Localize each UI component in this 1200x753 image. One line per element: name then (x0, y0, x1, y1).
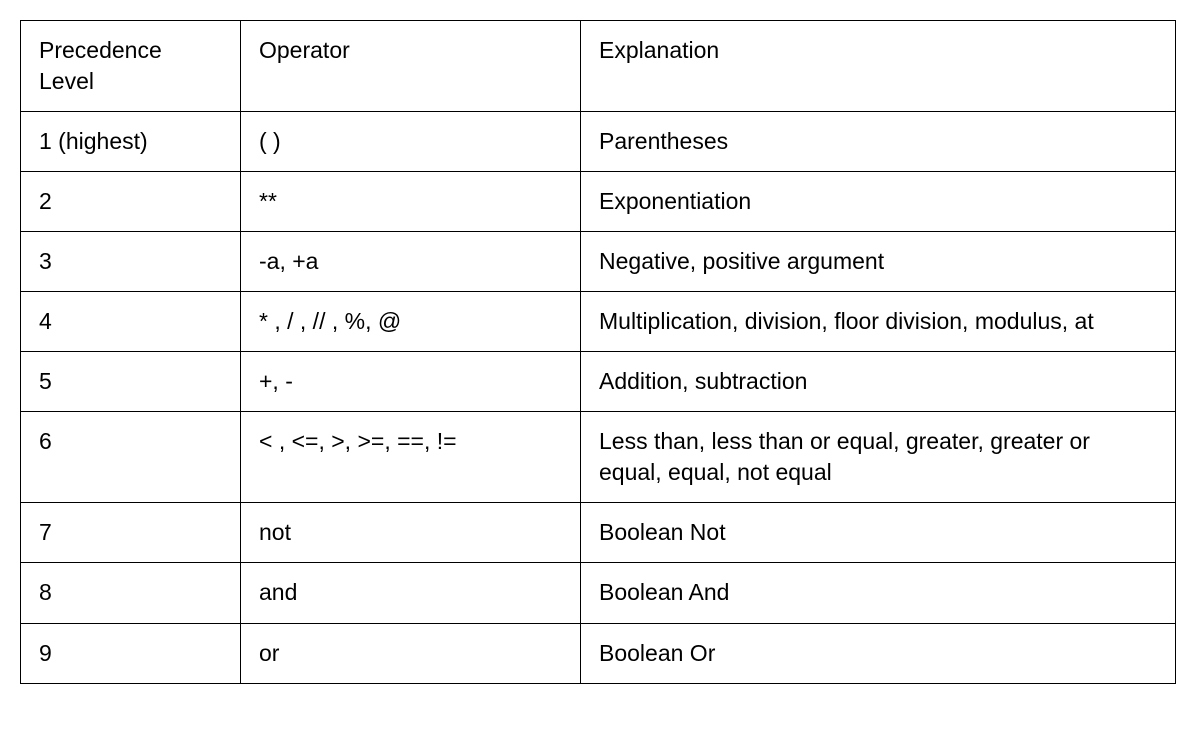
table-row: 6 < , <=, >, >=, ==, != Less than, less … (21, 412, 1176, 503)
cell-explanation: Boolean Or (581, 623, 1176, 683)
column-header-operator: Operator (241, 21, 581, 112)
table-row: 4 * , / , // , %, @ Multiplication, divi… (21, 292, 1176, 352)
cell-explanation: Boolean And (581, 563, 1176, 623)
cell-precedence: 2 (21, 172, 241, 232)
cell-precedence: 6 (21, 412, 241, 503)
cell-operator: ( ) (241, 112, 581, 172)
cell-operator: and (241, 563, 581, 623)
cell-operator: +, - (241, 352, 581, 412)
cell-explanation: Parentheses (581, 112, 1176, 172)
cell-precedence: 8 (21, 563, 241, 623)
cell-explanation: Multiplication, division, floor division… (581, 292, 1176, 352)
cell-explanation: Addition, subtraction (581, 352, 1176, 412)
cell-explanation: Negative, positive argument (581, 232, 1176, 292)
cell-operator: not (241, 503, 581, 563)
table-row: 3 -a, +a Negative, positive argument (21, 232, 1176, 292)
cell-precedence: 9 (21, 623, 241, 683)
table-row: 7 not Boolean Not (21, 503, 1176, 563)
column-header-precedence: Precedence Level (21, 21, 241, 112)
cell-precedence: 7 (21, 503, 241, 563)
column-header-explanation: Explanation (581, 21, 1176, 112)
cell-explanation: Less than, less than or equal, greater, … (581, 412, 1176, 503)
precedence-table: Precedence Level Operator Explanation 1 … (20, 20, 1176, 684)
cell-operator: ** (241, 172, 581, 232)
cell-precedence: 3 (21, 232, 241, 292)
cell-operator: or (241, 623, 581, 683)
table-row: 5 +, - Addition, subtraction (21, 352, 1176, 412)
table-header-row: Precedence Level Operator Explanation (21, 21, 1176, 112)
table-row: 2 ** Exponentiation (21, 172, 1176, 232)
cell-operator: -a, +a (241, 232, 581, 292)
cell-precedence: 4 (21, 292, 241, 352)
cell-precedence: 1 (highest) (21, 112, 241, 172)
cell-operator: < , <=, >, >=, ==, != (241, 412, 581, 503)
table-row: 9 or Boolean Or (21, 623, 1176, 683)
cell-precedence: 5 (21, 352, 241, 412)
table-row: 8 and Boolean And (21, 563, 1176, 623)
table-row: 1 (highest) ( ) Parentheses (21, 112, 1176, 172)
cell-explanation: Boolean Not (581, 503, 1176, 563)
cell-explanation: Exponentiation (581, 172, 1176, 232)
cell-operator: * , / , // , %, @ (241, 292, 581, 352)
